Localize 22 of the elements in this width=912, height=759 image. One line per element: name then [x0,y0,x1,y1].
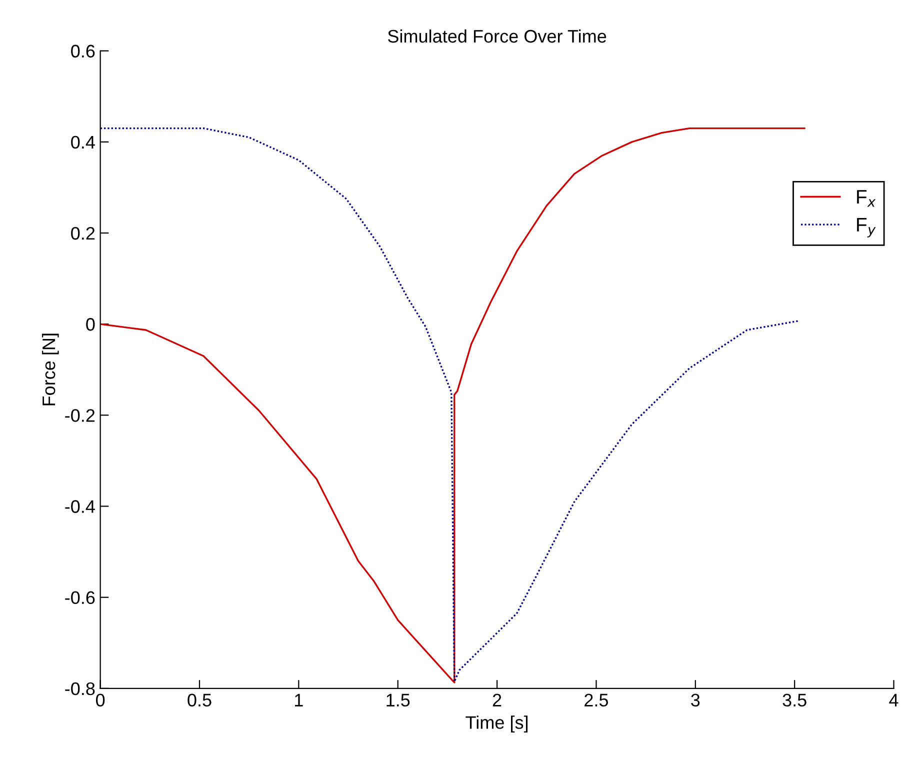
x-tick-label: 3 [691,694,700,707]
chart-title: Simulated Force Over Time [388,29,606,43]
y-tick-label: -0.4 [65,500,95,513]
x-tick-label: 0 [96,694,105,707]
x-tick-label: 4 [889,694,898,706]
x-tick-label: 1 [295,694,303,706]
y-tick-label: 0.2 [71,226,95,240]
x-axis-title: Time [s] [466,716,528,732]
y-tick-label: -0.2 [65,409,95,422]
y-tick-label: 0.6 [71,44,95,58]
y-tick-label: 0.4 [71,136,95,149]
y-tick-label: 0 [86,318,95,331]
x-tick-label: 1.5 [386,694,410,707]
y-axis-title: Force [N] [42,334,59,406]
x-tick-label: 2 [492,694,502,706]
y-tick-label: -0.8 [65,682,95,696]
x-tick-label: 3.5 [782,694,806,707]
legend-label: F$_{x}$ [857,190,876,207]
legend-label: F$_{y}$ [857,218,876,238]
x-tick-label: 2.5 [584,694,608,707]
x-tick-label: 0.5 [188,694,212,707]
y-tick-label: -0.6 [65,591,95,604]
